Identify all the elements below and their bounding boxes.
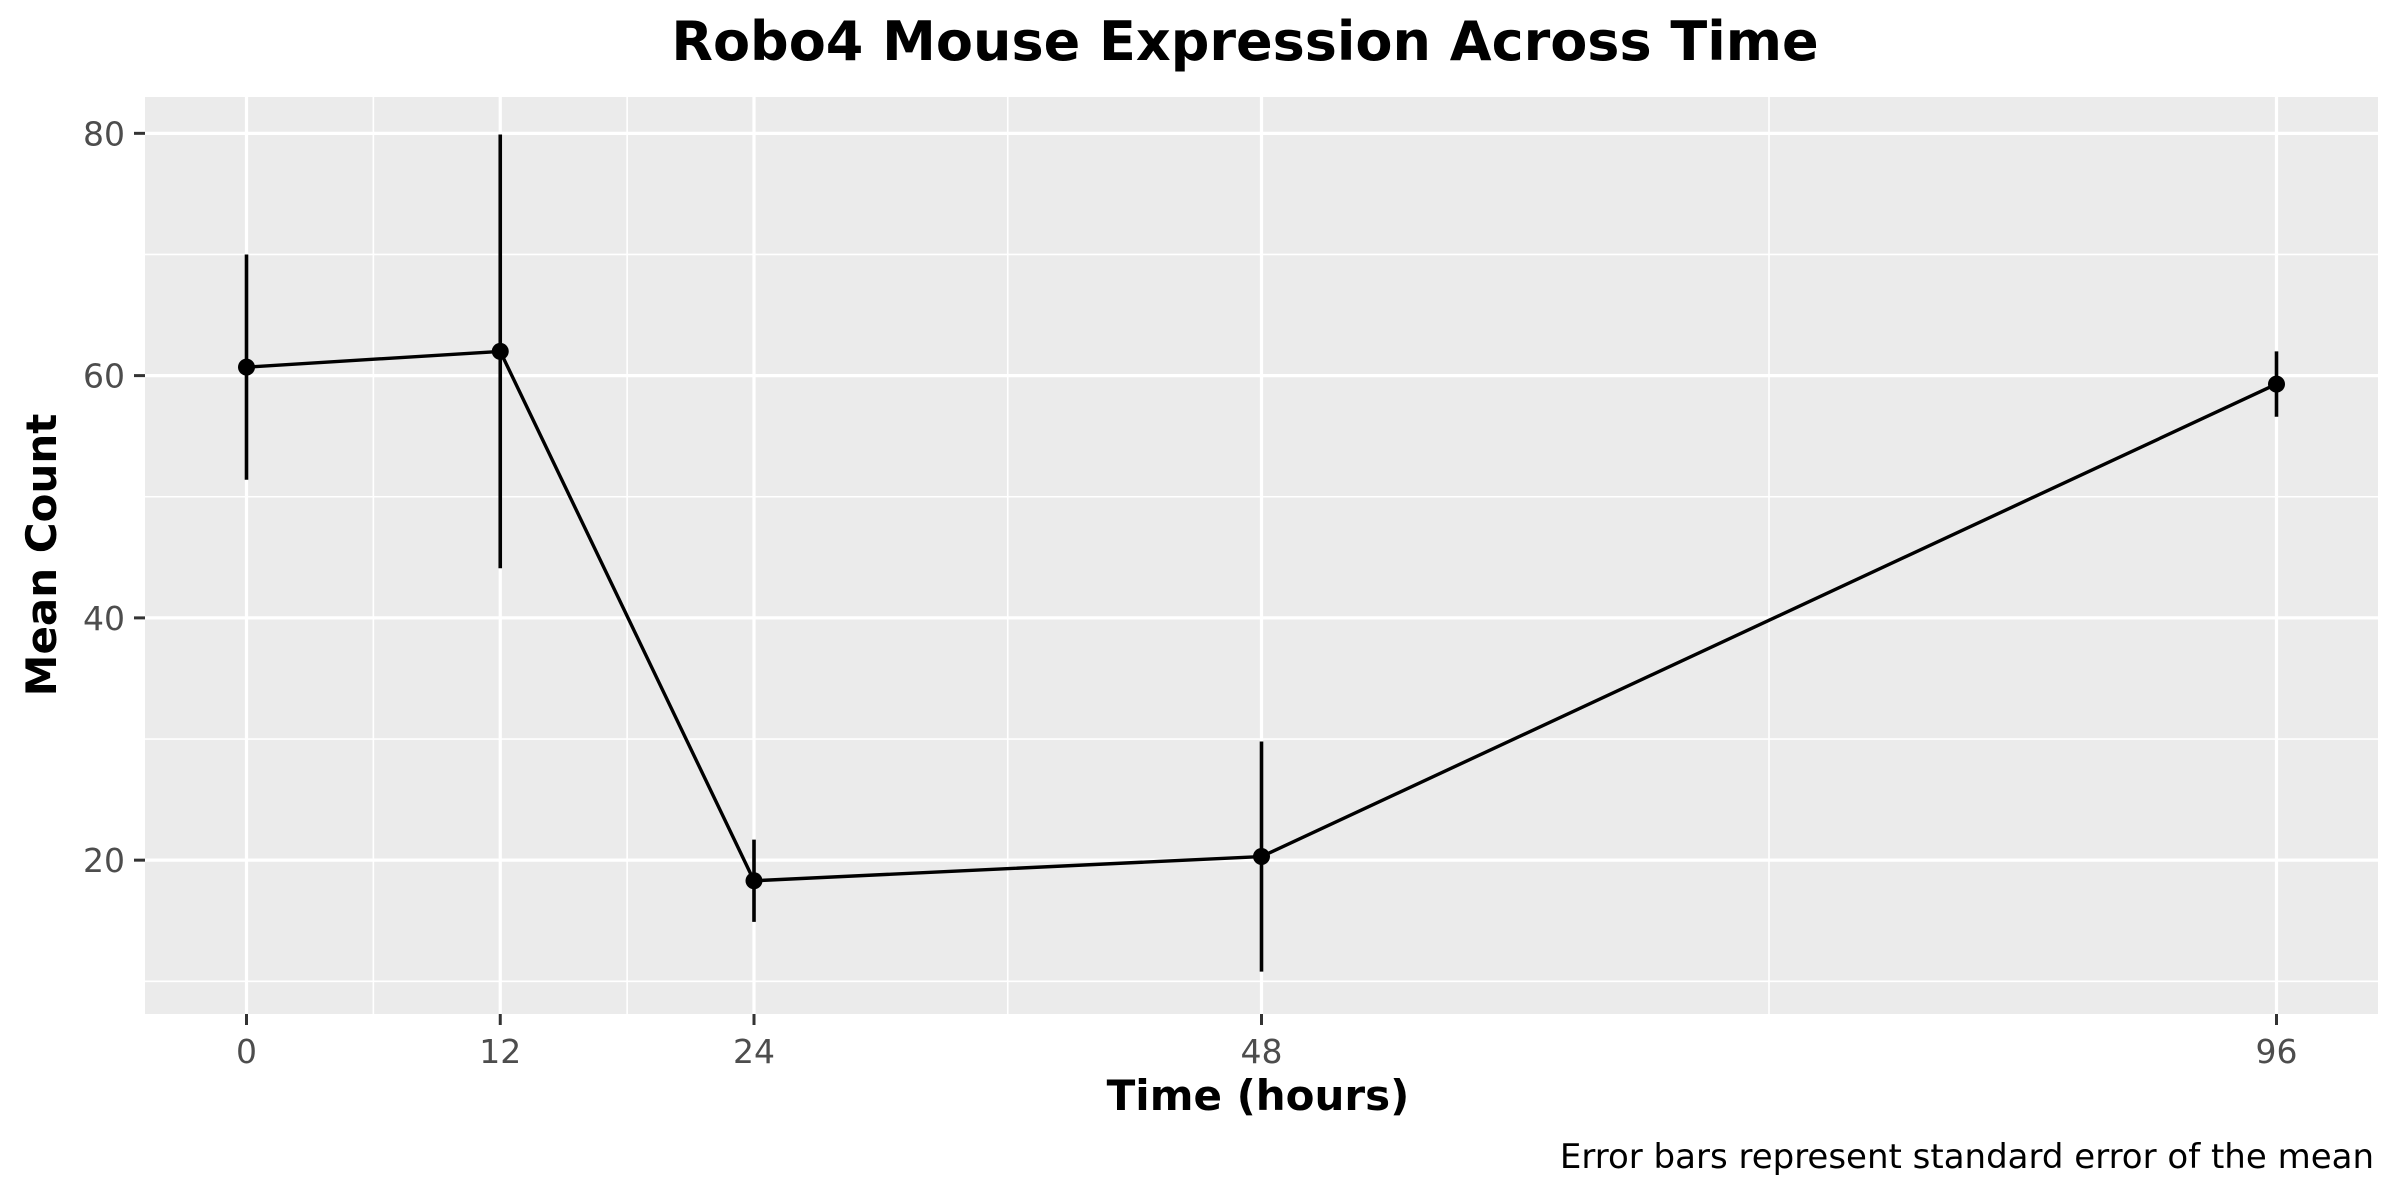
y-tick-label: 80 [83,114,125,153]
y-tick-label: 60 [83,357,125,396]
x-tick-label: 48 [1241,1032,1283,1071]
x-tick-label: 24 [733,1032,775,1071]
major-gridlines [145,97,2378,1014]
data-points [238,342,2285,890]
x-tick-label: 96 [2256,1032,2298,1071]
y-tick-label: 40 [83,599,125,638]
y-axis-title: Mean Count [17,414,66,697]
chart-title: Robo4 Mouse Expression Across Time [671,10,1818,73]
x-tick-labels: 0 12 24 48 96 [236,1032,2298,1071]
data-point [1253,848,1270,866]
axis-ticks [134,131,2278,1025]
x-tick-label: 0 [236,1032,257,1071]
x-tick-label: 12 [479,1032,521,1071]
data-point [238,358,255,376]
data-point [745,872,763,890]
chart-caption: Error bars represent standard error of t… [1560,1137,2374,1177]
data-point [491,342,509,360]
x-axis-title: Time (hours) [1107,1071,1410,1120]
data-point [2268,375,2285,393]
y-tick-labels: 20 40 60 80 [83,114,125,880]
y-tick-label: 20 [83,841,125,880]
